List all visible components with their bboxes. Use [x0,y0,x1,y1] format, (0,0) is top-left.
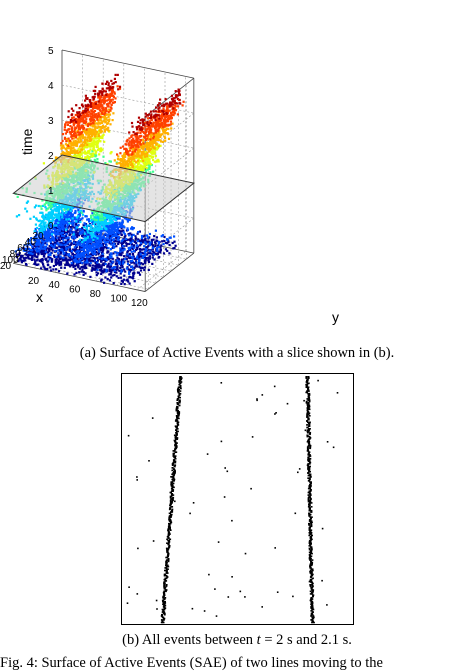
z-axis-label: time [19,128,35,155]
plot-frame [122,374,354,625]
x-axis-label: x [36,289,43,305]
figure-caption-start: Fig. 4: Surface of Active Events (SAE) o… [0,655,474,672]
caption-a: (a) Surface of Active Events with a slic… [0,345,474,362]
time-slice-plane [13,155,193,222]
y-axis-label: y [332,309,339,325]
caption-b: (b) All events between t = 2 s and 2.1 s… [0,632,474,649]
events-slice-plot [121,373,354,625]
surface-of-active-events-plot: 0123452040608010012020406080100120 time … [0,0,474,340]
